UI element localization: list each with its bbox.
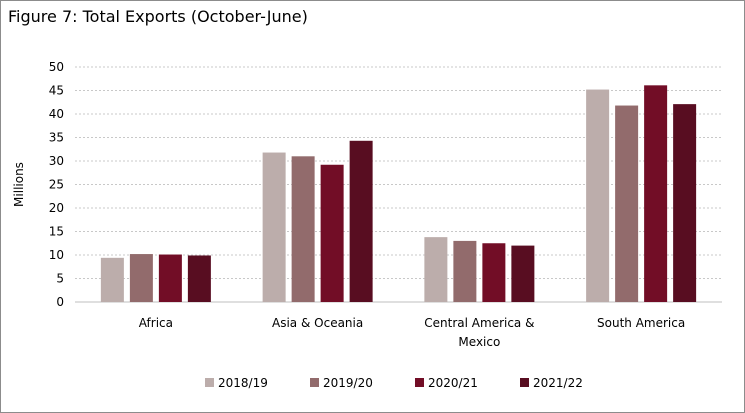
bar [453, 240, 477, 302]
bar [349, 140, 373, 302]
y-tick-label: 10 [49, 248, 64, 262]
y-tick-label: 30 [49, 154, 64, 168]
y-tick-label: 20 [49, 201, 64, 215]
bar [424, 237, 448, 302]
legend-label: 2020/21 [428, 376, 478, 390]
bar [158, 254, 182, 302]
y-tick-label: 0 [56, 295, 64, 309]
y-tick-label: 35 [49, 131, 64, 145]
y-tick-label: 40 [49, 107, 64, 121]
x-tick-label: Africa [139, 316, 173, 330]
bar [482, 243, 506, 302]
bar [673, 104, 697, 302]
bar [615, 105, 639, 302]
y-tick-label: 45 [49, 84, 64, 98]
legend-label: 2019/20 [323, 376, 373, 390]
y-tick-label: 50 [49, 60, 64, 74]
x-tick-label: Central America & [424, 316, 534, 330]
y-axis-label: Millions [12, 162, 26, 207]
bar [187, 255, 211, 302]
y-tick-label: 25 [49, 178, 64, 192]
x-tick-label: South America [597, 316, 685, 330]
x-tick-label: Mexico [458, 335, 500, 349]
legend-swatch [205, 378, 214, 387]
legend-swatch [415, 378, 424, 387]
legend-label: 2018/19 [218, 376, 268, 390]
y-tick-label: 15 [49, 225, 64, 239]
legend-label: 2021/22 [533, 376, 583, 390]
bar [291, 156, 315, 302]
bar [320, 164, 344, 302]
bar [129, 254, 153, 302]
bar [262, 152, 286, 302]
bar [644, 85, 668, 302]
y-tick-label: 5 [56, 272, 64, 286]
legend-swatch [520, 378, 529, 387]
bar [586, 89, 610, 302]
legend-swatch [310, 378, 319, 387]
bar [100, 257, 124, 302]
bar [511, 245, 535, 302]
chart-title: Figure 7: Total Exports (October-June) [8, 7, 308, 26]
x-tick-label: Asia & Oceania [272, 316, 363, 330]
